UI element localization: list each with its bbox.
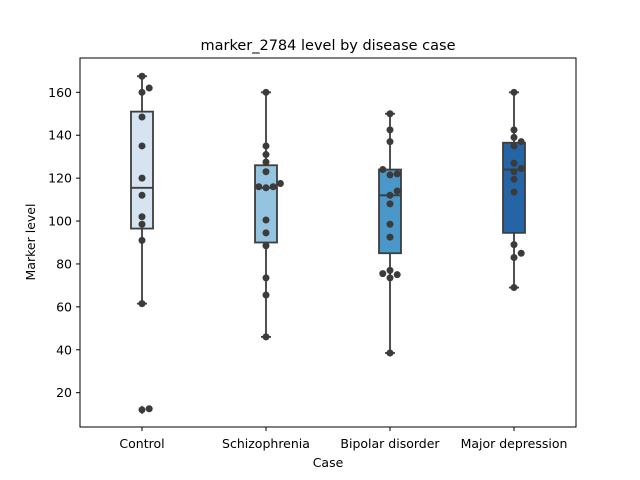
data-point — [386, 349, 394, 357]
y-tick-label: 40 — [56, 342, 72, 357]
data-point — [510, 175, 518, 183]
data-point — [138, 406, 146, 414]
x-tick-label: Control — [119, 436, 164, 451]
data-point — [138, 113, 146, 121]
data-point — [262, 168, 270, 176]
data-point — [138, 213, 146, 221]
data-point — [510, 188, 518, 196]
data-point — [138, 88, 146, 96]
data-point — [393, 271, 401, 279]
data-point — [262, 229, 270, 237]
data-point — [386, 266, 394, 274]
data-point — [262, 242, 270, 250]
data-point — [386, 200, 394, 208]
data-point — [393, 170, 401, 178]
data-point — [510, 159, 518, 167]
data-point — [138, 220, 146, 228]
box — [502, 141, 526, 234]
y-axis-label: Marker level — [23, 204, 38, 281]
data-point — [138, 142, 146, 150]
data-point — [510, 126, 518, 134]
data-point — [517, 164, 525, 172]
data-point — [510, 142, 518, 150]
data-point — [138, 72, 146, 80]
data-point — [262, 158, 270, 166]
data-point — [393, 187, 401, 195]
data-point — [386, 274, 394, 282]
data-point — [138, 174, 146, 182]
data-point — [262, 184, 270, 192]
data-point — [262, 274, 270, 282]
y-tick-label: 160 — [48, 85, 72, 100]
plot-area: 20 40 60 80 100 120 140 160 Control Schizophrenia… — [48, 57, 577, 451]
data-point — [276, 180, 284, 188]
y-tick-label: 20 — [56, 385, 72, 400]
data-point — [386, 233, 394, 241]
data-point — [379, 166, 387, 174]
data-point — [386, 126, 394, 134]
data-point — [510, 241, 518, 249]
data-point — [262, 216, 270, 224]
y-tick-label: 60 — [56, 299, 72, 314]
data-point — [510, 133, 518, 141]
box — [378, 168, 402, 255]
data-point — [510, 168, 518, 176]
data-point — [262, 333, 270, 341]
y-tick-label: 140 — [48, 128, 72, 143]
data-point — [138, 300, 146, 308]
data-point — [262, 151, 270, 159]
data-point — [510, 254, 518, 262]
data-point — [510, 284, 518, 292]
data-point — [386, 171, 394, 179]
data-point — [255, 183, 263, 191]
axes-frame — [79, 57, 577, 428]
data-point — [262, 88, 270, 96]
x-axis-label: Case — [313, 455, 344, 470]
data-point — [517, 249, 525, 257]
data-point — [138, 191, 146, 199]
y-tick-label: 80 — [56, 256, 72, 271]
data-point — [386, 110, 394, 118]
data-point — [269, 183, 277, 191]
data-point — [386, 220, 394, 228]
x-tick-label: Schizophrenia — [222, 436, 310, 451]
x-tick-label: Bipolar disorder — [340, 436, 440, 451]
data-point — [510, 88, 518, 96]
y-tick-label: 120 — [48, 171, 72, 186]
data-point — [145, 405, 153, 413]
x-tick-label: Major depression — [461, 436, 568, 451]
data-point — [138, 236, 146, 244]
data-point — [386, 191, 394, 199]
data-point — [379, 270, 387, 278]
chart-title: marker_2784 level by disease case — [201, 38, 456, 54]
data-point — [262, 291, 270, 299]
y-tick-label: 100 — [48, 214, 72, 229]
data-point — [517, 138, 525, 146]
data-point — [386, 138, 394, 146]
box — [130, 110, 154, 230]
data-point — [262, 142, 270, 150]
data-point — [145, 84, 153, 92]
